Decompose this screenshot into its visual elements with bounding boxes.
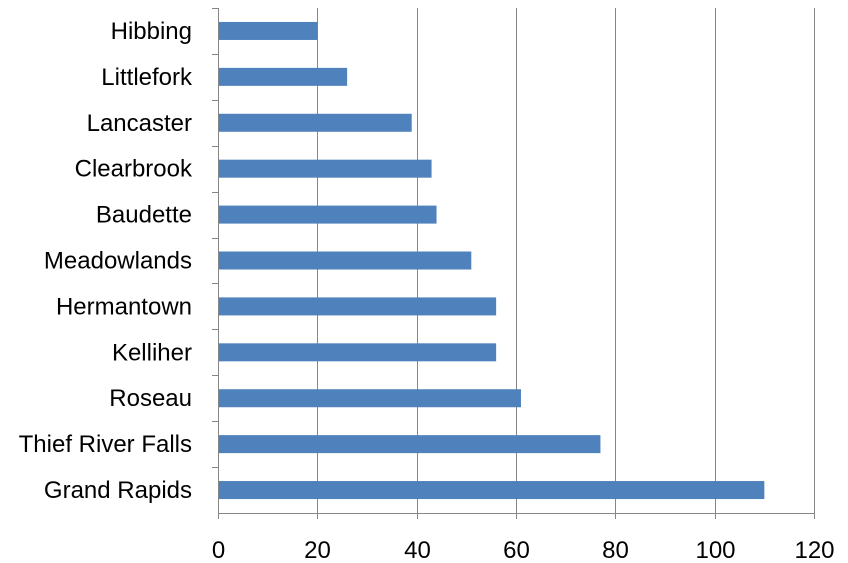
category-label: Roseau (109, 385, 192, 412)
x-tick-label: 120 (794, 537, 834, 563)
bar (218, 205, 437, 224)
category-label: Littlefork (101, 64, 193, 91)
x-tick-label: 20 (304, 537, 331, 563)
bar (218, 343, 497, 362)
bar (218, 251, 472, 270)
category-label: Kelliher (112, 339, 192, 366)
x-tick-label: 100 (695, 537, 735, 563)
bar (218, 67, 348, 86)
category-label: Meadowlands (44, 248, 192, 275)
category-label: Grand Rapids (44, 477, 192, 504)
category-label: Lancaster (87, 110, 192, 137)
category-label: Hibbing (111, 18, 192, 45)
bar (218, 389, 521, 408)
x-tick-label: 80 (602, 537, 629, 563)
bar (218, 297, 497, 316)
bar (218, 435, 601, 454)
axes (212, 8, 815, 519)
category-label: Thief River Falls (19, 431, 192, 458)
gridlines (317, 8, 815, 513)
x-tick-label: 40 (404, 537, 431, 563)
labels: 0 20 40 60 80 100 120 Hibbing Littlefork Lancaste… (19, 18, 835, 563)
x-tick-label: 0 (212, 537, 225, 563)
bar (218, 159, 432, 178)
bar (218, 113, 412, 132)
category-label: Hermantown (56, 293, 192, 320)
category-label: Baudette (96, 202, 192, 229)
bar (218, 481, 765, 500)
category-label: Clearbrook (75, 156, 193, 183)
bar (218, 21, 318, 40)
bars (218, 21, 765, 500)
x-tick-label: 60 (503, 537, 530, 563)
